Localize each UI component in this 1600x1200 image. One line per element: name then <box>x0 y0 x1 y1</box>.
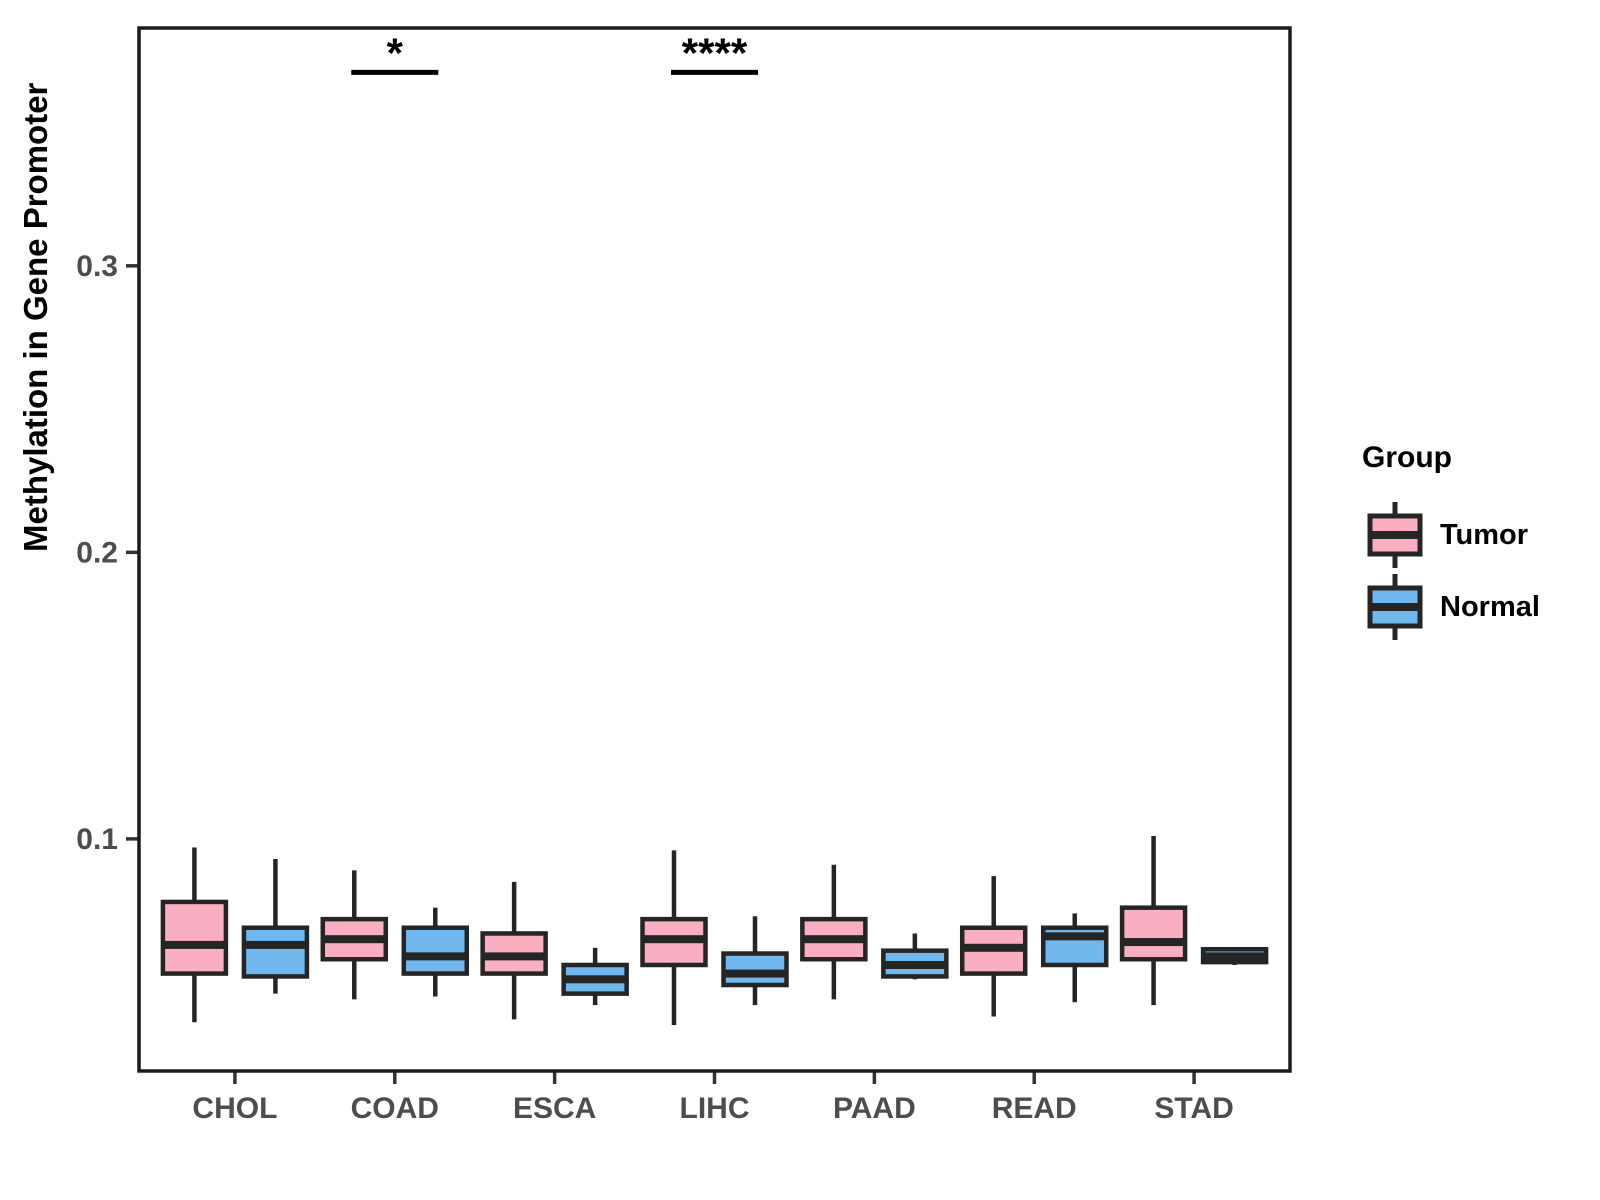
median-normal-READ <box>1044 932 1106 941</box>
x-tick-label-READ: READ <box>992 1092 1077 1125</box>
y-tick-label-0.1: 0.1 <box>76 823 118 856</box>
median-normal-CHOL <box>244 940 306 949</box>
box-normal-LIHC <box>721 951 789 988</box>
legend-item-normal: Normal <box>1352 574 1540 640</box>
box-tumor-CHOL <box>160 899 229 976</box>
median-tumor-COAD <box>323 935 385 944</box>
legend-title: Group <box>1362 441 1452 474</box>
tumor-boxplot-key-icon <box>1367 502 1423 568</box>
x-tick-label-COAD: COAD <box>351 1092 439 1125</box>
median-tumor-READ <box>963 943 1025 952</box>
median-normal-PAAD <box>884 960 946 969</box>
legend-label-normal: Normal <box>1440 590 1540 623</box>
legend-label-tumor: Tumor <box>1440 518 1529 551</box>
box-tumor-STAD <box>1119 905 1188 962</box>
legend-item-tumor: Tumor <box>1352 502 1540 568</box>
median-tumor-CHOL <box>163 940 225 949</box>
median-tumor-LIHC <box>643 935 705 944</box>
y-tick-label-0.2: 0.2 <box>76 536 118 569</box>
median-tumor-STAD <box>1123 938 1185 947</box>
median-tumor-ESCA <box>483 952 545 961</box>
x-tick-label-CHOL: CHOL <box>192 1092 277 1125</box>
y-tick-label-0.3: 0.3 <box>76 250 118 283</box>
significance-label-COAD: * <box>387 29 404 76</box>
x-tick-label-PAAD: PAAD <box>833 1092 916 1125</box>
normal-boxplot-key-icon <box>1367 574 1423 640</box>
median-tumor-PAAD <box>803 935 865 944</box>
legend: Group Tumor Normal <box>1352 442 1540 640</box>
median-normal-LIHC <box>724 969 786 978</box>
panel-border <box>137 26 1292 1073</box>
x-tick-label-STAD: STAD <box>1154 1092 1233 1125</box>
x-tick-label-LIHC: LIHC <box>680 1092 750 1125</box>
significance-label-LIHC: **** <box>682 29 748 76</box>
x-tick-label-ESCA: ESCA <box>513 1092 596 1125</box>
median-normal-COAD <box>404 952 466 961</box>
median-normal-ESCA <box>564 975 626 984</box>
box-normal-COAD <box>401 925 470 976</box>
box-normal-CHOL <box>241 925 310 979</box>
median-normal-STAD <box>1204 952 1266 961</box>
